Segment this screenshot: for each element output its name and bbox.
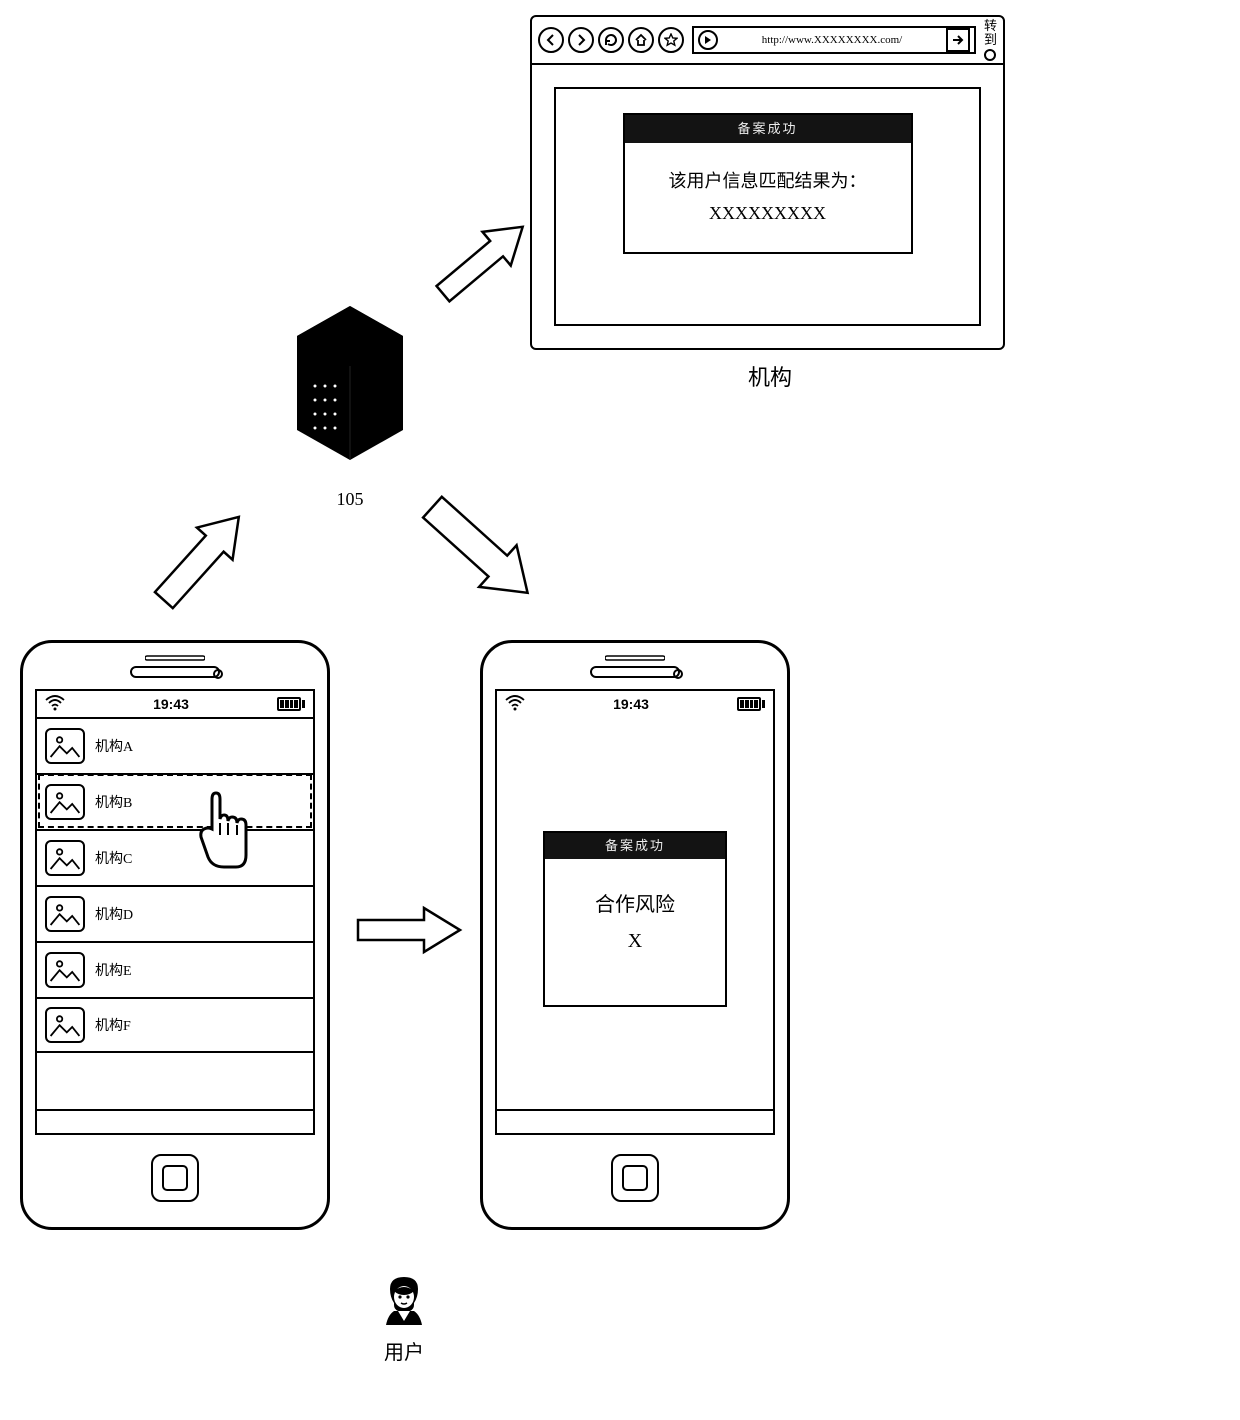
org-label: 机构 <box>748 360 792 392</box>
list-item[interactable]: 机构C <box>37 829 313 885</box>
result-body: 该用户信息匹配结果为： XXXXXXXXX <box>625 143 911 252</box>
org-list: 机构A 机构B 机构C 机构D 机构E 机构F <box>37 717 313 1053</box>
go-button[interactable] <box>946 28 970 52</box>
result-card: 备案成功 该用户信息匹配结果为： XXXXXXXXX <box>623 113 913 254</box>
browser-toolbar: http://www.XXXXXXXX.com/ 转 到 <box>532 17 1003 65</box>
wifi-icon <box>505 695 525 714</box>
home-button[interactable] <box>611 1154 659 1202</box>
home-button[interactable] <box>151 1154 199 1202</box>
list-item[interactable]: 机构F <box>37 997 313 1053</box>
user-label: 用户 <box>380 1336 428 1365</box>
clock-text: 19:43 <box>613 696 649 712</box>
server-label: 105 <box>285 489 415 510</box>
phone-left: 19:43 机构A 机构B 机构C 机构D 机构E 机构F <box>20 640 330 1230</box>
list-item-label: 机构B <box>95 792 132 812</box>
thumbnail-icon <box>45 1007 85 1043</box>
bottom-bar <box>497 1109 773 1133</box>
speaker-icon <box>590 666 680 678</box>
bottom-bar <box>37 1109 313 1133</box>
list-item[interactable]: 机构D <box>37 885 313 941</box>
arrow-phone1-to-server <box>130 490 270 630</box>
risk-line1: 合作风险 <box>553 887 717 923</box>
sensor-icon <box>213 669 223 679</box>
clock-text: 19:43 <box>153 696 189 712</box>
result-header: 备案成功 <box>625 115 911 143</box>
risk-card-header: 备案成功 <box>545 833 725 859</box>
thumbnail-icon <box>45 840 85 876</box>
play-icon <box>698 30 718 50</box>
list-item[interactable]: 机构A <box>37 717 313 773</box>
battery-icon <box>277 697 305 711</box>
list-item-label: 机构C <box>95 848 132 868</box>
back-icon[interactable] <box>538 27 564 53</box>
list-item[interactable]: 机构E <box>37 941 313 997</box>
star-icon[interactable] <box>658 27 684 53</box>
arrow-server-to-phone2 <box>400 470 560 630</box>
battery-icon <box>737 697 765 711</box>
thumbnail-icon <box>45 728 85 764</box>
thumbnail-icon <box>45 896 85 932</box>
sensor-icon <box>673 669 683 679</box>
arrow-server-to-browser <box>410 200 550 320</box>
go-label-col: 转 到 <box>984 19 997 62</box>
list-item-label: 机构A <box>95 736 133 756</box>
phone-home-area <box>23 1135 327 1221</box>
status-bar: 19:43 <box>37 691 313 717</box>
phone-slit-icon <box>145 654 205 662</box>
browser-viewport: 备案成功 该用户信息匹配结果为： XXXXXXXXX <box>532 65 1003 348</box>
progress-icon <box>984 49 996 61</box>
thumbnail-icon <box>45 952 85 988</box>
list-item-label: 机构E <box>95 960 132 980</box>
speaker-icon <box>130 666 220 678</box>
user-avatar-icon <box>380 1275 428 1329</box>
phone-screen: 19:43 机构A 机构B 机构C 机构D 机构E 机构F <box>35 689 315 1135</box>
forward-icon[interactable] <box>568 27 594 53</box>
risk-card: 备案成功 合作风险 X <box>543 831 727 1007</box>
list-item[interactable]: 机构B <box>37 773 313 829</box>
list-item-label: 机构F <box>95 1015 131 1035</box>
result-line2: XXXXXXXXX <box>635 197 901 229</box>
result-line1: 该用户信息匹配结果为： <box>635 165 901 197</box>
home-icon[interactable] <box>628 27 654 53</box>
thumbnail-icon <box>45 784 85 820</box>
list-item-label: 机构D <box>95 904 133 924</box>
phone-top <box>23 643 327 689</box>
arrow-phone1-to-phone2 <box>350 900 470 960</box>
risk-line2: X <box>553 923 717 959</box>
url-bar[interactable]: http://www.XXXXXXXX.com/ <box>692 26 976 54</box>
phone-top <box>483 643 787 689</box>
url-text: http://www.XXXXXXXX.com/ <box>722 34 942 46</box>
browser-window: http://www.XXXXXXXX.com/ 转 到 备案成功 该用户信息匹… <box>530 15 1005 350</box>
page-frame: 备案成功 该用户信息匹配结果为： XXXXXXXXX <box>554 87 981 326</box>
user: 用户 <box>380 1275 428 1365</box>
risk-card-body: 合作风险 X <box>545 859 725 1005</box>
pointer-hand-icon <box>188 785 258 875</box>
phone-screen: 19:43 备案成功 合作风险 X <box>495 689 775 1135</box>
go-label[interactable]: 转 到 <box>984 19 997 48</box>
server: 105 <box>285 300 415 510</box>
phone-slit-icon <box>605 654 665 662</box>
refresh-icon[interactable] <box>598 27 624 53</box>
server-icon <box>285 300 415 480</box>
phone-home-area <box>483 1135 787 1221</box>
phone-right: 19:43 备案成功 合作风险 X <box>480 640 790 1230</box>
wifi-icon <box>45 695 65 714</box>
status-bar: 19:43 <box>497 691 773 717</box>
